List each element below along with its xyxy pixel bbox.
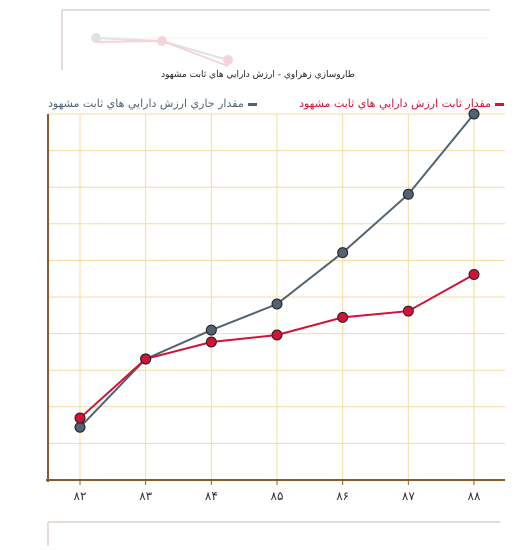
x-tick-label: ۸۳ [139,489,152,503]
ghost-chart-top [61,9,490,70]
legend-label-constant: مقدار ثابت ارزش دارايي هاي ثابت مشهود [299,97,491,110]
x-tick-label: ۸۵ [271,489,284,503]
grid [48,113,505,481]
ghost-chart-bottom [47,521,500,546]
data-point [74,412,86,424]
data-point [74,421,86,433]
legend-label-current: مقدار جاري ارزش دارايي هاي ثابت مشهود [48,97,244,110]
legend-swatch-constant [495,102,504,106]
chart-title: طاروسازي زهراوي - ارزش دارايي هاي ثابت م… [161,70,355,80]
x-tick-labels: ۸۲ ۸۳ ۸۴ ۸۵ ۸۶ ۸۷ ۸۸ [74,480,481,503]
x-tick-label: ۸۸ [468,489,481,503]
data-point [468,268,480,280]
data-point [140,353,152,365]
data-point [402,305,414,317]
data-point [402,188,414,200]
data-point [271,329,283,341]
x-tick-label: ۸۶ [336,489,349,503]
data-point [205,336,217,348]
series-layer [74,108,480,433]
data-point [468,108,480,120]
data-point [271,298,283,310]
data-point [205,324,217,336]
data-point [337,247,349,259]
legend-item-constant: مقدار ثابت ارزش دارايي هاي ثابت مشهود [299,97,504,110]
x-tick-label: ۸۴ [205,489,218,503]
data-point [337,311,349,323]
series-constant [74,268,480,424]
x-tick-label: ۸۲ [74,489,87,503]
legend-swatch-current [247,102,257,106]
axes [46,114,505,482]
legend-item-current: مقدار جاري ارزش دارايي هاي ثابت مشهود [48,97,257,110]
x-tick-label: ۸۷ [402,489,415,503]
